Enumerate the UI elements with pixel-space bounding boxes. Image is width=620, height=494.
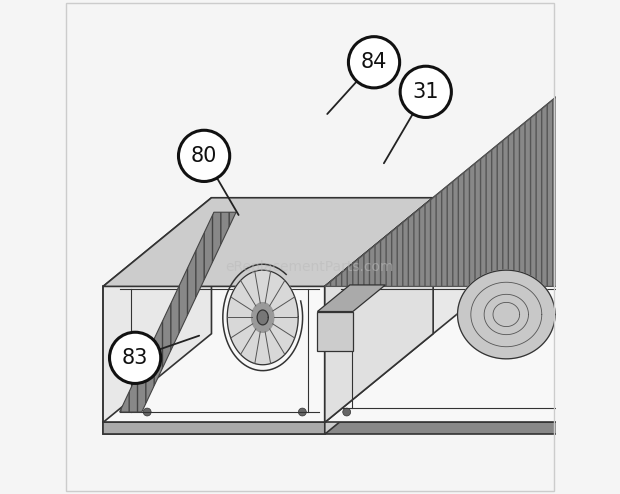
Polygon shape	[317, 312, 353, 351]
Polygon shape	[120, 212, 236, 412]
Polygon shape	[325, 287, 591, 422]
Polygon shape	[252, 303, 274, 332]
Polygon shape	[325, 198, 433, 422]
Polygon shape	[257, 310, 268, 325]
Polygon shape	[103, 227, 620, 422]
Polygon shape	[325, 91, 620, 287]
Circle shape	[343, 408, 351, 416]
Text: 83: 83	[122, 348, 148, 368]
Polygon shape	[103, 198, 433, 287]
Polygon shape	[591, 91, 620, 422]
Circle shape	[110, 332, 161, 383]
Polygon shape	[211, 198, 433, 334]
Circle shape	[179, 130, 229, 181]
Polygon shape	[564, 285, 620, 344]
Text: 31: 31	[412, 82, 439, 102]
Circle shape	[298, 408, 306, 416]
Polygon shape	[325, 198, 433, 422]
Circle shape	[564, 408, 572, 416]
Text: 84: 84	[361, 52, 388, 72]
Polygon shape	[325, 227, 563, 434]
Polygon shape	[103, 422, 591, 434]
Text: 80: 80	[191, 146, 217, 166]
Circle shape	[348, 37, 400, 88]
Polygon shape	[103, 227, 563, 422]
Circle shape	[515, 231, 523, 239]
Polygon shape	[103, 287, 325, 422]
Polygon shape	[458, 270, 555, 359]
Circle shape	[143, 408, 151, 416]
Circle shape	[360, 231, 368, 239]
Circle shape	[400, 66, 451, 118]
Polygon shape	[228, 270, 298, 365]
Text: eReplacementParts.com: eReplacementParts.com	[226, 260, 394, 274]
Polygon shape	[317, 285, 386, 312]
Polygon shape	[103, 198, 211, 422]
Polygon shape	[103, 422, 325, 434]
Polygon shape	[563, 91, 620, 227]
Polygon shape	[325, 91, 563, 422]
Polygon shape	[591, 227, 620, 434]
